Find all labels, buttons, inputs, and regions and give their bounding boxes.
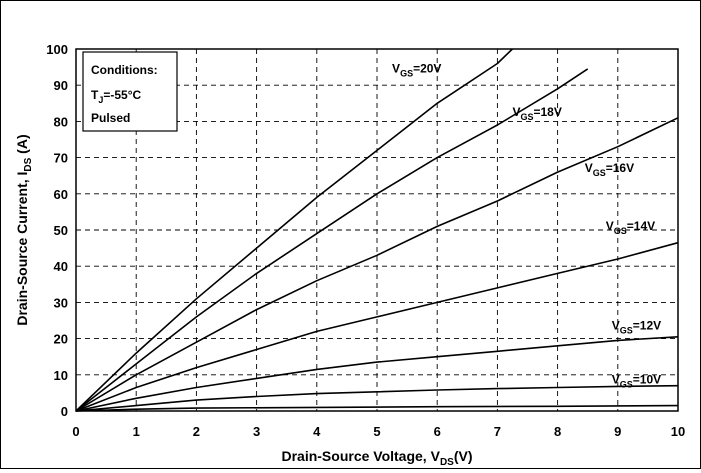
x-tick-label: 0 bbox=[72, 424, 79, 439]
y-tick-label: 20 bbox=[54, 332, 68, 347]
series-label: VGS=20V bbox=[392, 62, 441, 79]
series-line bbox=[75, 241, 679, 412]
series-line bbox=[75, 117, 679, 412]
x-tick-label: 10 bbox=[671, 424, 685, 439]
series-line bbox=[75, 336, 679, 412]
series-line bbox=[75, 68, 589, 412]
conditions-mode: Pulsed bbox=[91, 111, 130, 125]
temp-value: =-55°C bbox=[103, 88, 141, 102]
temp-sub: J bbox=[98, 95, 103, 105]
series-line bbox=[75, 404, 679, 412]
x-axis-title-main: Drain-Source Voltage, V bbox=[281, 448, 440, 464]
series-label: VGS=14V bbox=[606, 219, 655, 236]
y-axis-title-sub: DS bbox=[23, 157, 34, 171]
y-tick-label: 90 bbox=[54, 78, 68, 93]
y-tick-label: 80 bbox=[54, 114, 68, 129]
y-tick-label: 40 bbox=[54, 259, 68, 274]
series-label: VGS=10V bbox=[612, 372, 661, 389]
x-axis-title-sub: DS bbox=[440, 457, 454, 468]
series-label: VGS=16V bbox=[585, 161, 634, 178]
y-axis-title-tail: (A) bbox=[14, 134, 30, 157]
x-tick-label: 1 bbox=[133, 424, 140, 439]
y-tick-label: 60 bbox=[54, 187, 68, 202]
x-axis-title-tail: (V) bbox=[454, 448, 473, 464]
conditions-box: Conditions: TJ=-55°C Pulsed bbox=[82, 51, 178, 132]
y-tick-label: 50 bbox=[54, 223, 68, 238]
y-tick-label: 70 bbox=[54, 151, 68, 166]
x-tick-label: 8 bbox=[554, 424, 561, 439]
x-axis-title: Drain-Source Voltage, VDS(V) bbox=[281, 448, 472, 468]
y-tick-label: 100 bbox=[46, 42, 68, 57]
y-axis-title: Drain-Source Current, IDS (A) bbox=[14, 134, 34, 325]
y-tick-label: 0 bbox=[61, 404, 68, 419]
plot-area-border bbox=[75, 48, 679, 412]
x-tick-label: 6 bbox=[434, 424, 441, 439]
series-label: VGS=18V bbox=[512, 105, 561, 122]
x-tick-label: 3 bbox=[253, 424, 260, 439]
series-labels: VGS=20V VGS=18V VGS=16V VGS=14V VGS=12V VGS=1… bbox=[392, 62, 661, 390]
conditions-temp: TJ=-55°C bbox=[91, 88, 142, 105]
x-tick-label: 4 bbox=[313, 424, 321, 439]
x-tick-label: 9 bbox=[614, 424, 621, 439]
temp-main: T bbox=[91, 88, 99, 102]
x-tick-label: 2 bbox=[193, 424, 200, 439]
y-tick-label: 10 bbox=[54, 368, 68, 383]
y-axis-title-main: Drain-Source Current, I bbox=[14, 172, 30, 326]
series-layer bbox=[75, 48, 679, 412]
series-line bbox=[75, 48, 513, 412]
conditions-title: Conditions: bbox=[91, 63, 158, 77]
series-label: VGS=12V bbox=[612, 319, 661, 336]
series-line bbox=[75, 384, 679, 412]
x-tick-label: 7 bbox=[494, 424, 501, 439]
conditions-box-border bbox=[82, 51, 178, 132]
x-tick-label: 5 bbox=[373, 424, 380, 439]
y-tick-label: 30 bbox=[54, 295, 68, 310]
